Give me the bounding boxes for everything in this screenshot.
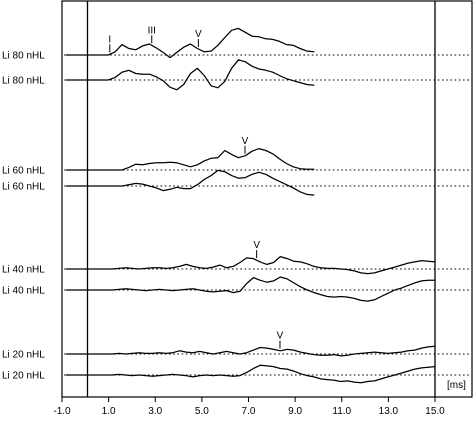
peak-label: V <box>253 240 260 251</box>
peak-label: V <box>195 29 202 40</box>
trace-labels: Li 80 nHL Li 80 nHL Li 60 nHL Li 60 nHL Li 4… <box>2 51 45 382</box>
x-tick-label: 15.0 <box>425 406 445 417</box>
waveform-trace <box>84 364 436 384</box>
waveform-trace <box>93 147 315 171</box>
trace-label: Li 80 nHL <box>2 76 45 87</box>
trace-label: Li 60 nHL <box>2 182 45 193</box>
x-tick-label: 11.0 <box>332 406 351 417</box>
x-axis: -1.0 1.0 3.0 5.0 7.0 9.0 11.0 13.0 15.0 <box>53 397 445 417</box>
x-axis-unit: [ms] <box>447 380 466 391</box>
trace-label: Li 20 nHL <box>2 350 45 361</box>
x-tick-label: 9.0 <box>288 406 302 417</box>
x-tick-label: 3.0 <box>148 406 162 417</box>
trace-label: Li 40 nHL <box>2 265 45 276</box>
waveform-trace <box>84 276 436 302</box>
peak-label: I <box>108 34 111 45</box>
peak-label: V <box>242 136 249 147</box>
waveform-trace <box>84 345 436 357</box>
reference-lines <box>64 54 470 376</box>
trace-label: Li 40 nHL <box>2 286 45 297</box>
trace-label: Li 80 nHL <box>2 51 45 62</box>
peak-label: III <box>148 25 156 36</box>
trace-label: Li 20 nHL <box>2 371 45 382</box>
trace-label: Li 60 nHL <box>2 166 45 177</box>
x-tick-label: 7.0 <box>242 406 256 417</box>
waveform-trace <box>93 169 315 196</box>
waveform-trace <box>93 59 315 91</box>
plot-frame <box>61 0 473 398</box>
x-tick-label: 13.0 <box>379 406 399 417</box>
waveform-traces <box>66 27 436 384</box>
waveform-trace <box>93 27 315 59</box>
x-tick-label: -1.0 <box>53 406 71 417</box>
x-tick-label: 1.0 <box>102 406 116 417</box>
x-tick-label: 5.0 <box>195 406 209 417</box>
peak-label: V <box>277 331 284 342</box>
waveform-trace <box>84 255 436 275</box>
